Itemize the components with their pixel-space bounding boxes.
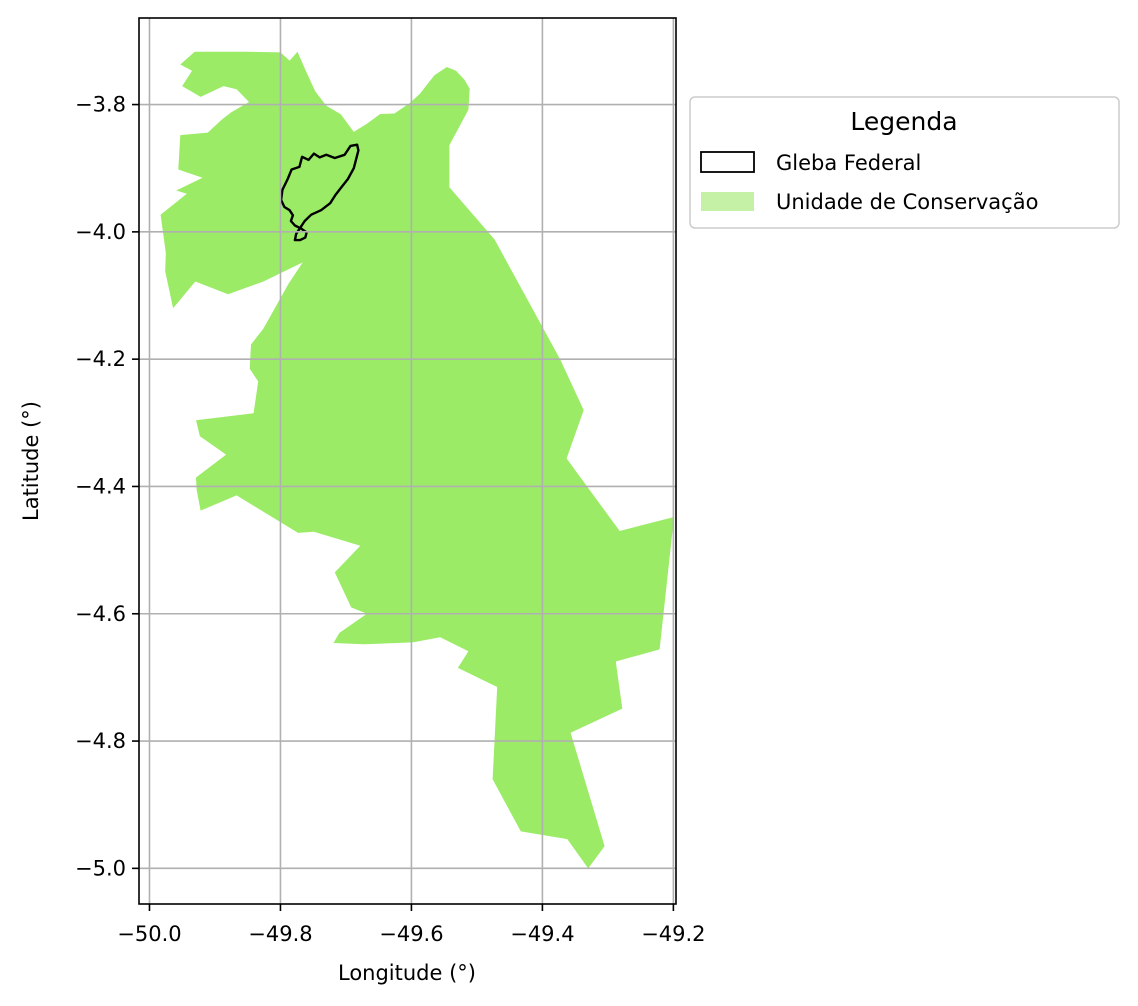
x-tick-label: −50.0 [117, 922, 181, 946]
x-tick-label: −49.6 [379, 922, 443, 946]
x-tick-label: −49.4 [510, 922, 574, 946]
y-tick-label: −4.2 [75, 347, 126, 371]
x-tick-label: −49.8 [248, 922, 312, 946]
y-axis-ticks: −5.0 −4.8 −4.6 −4.4 −4.2 −4.0 −3.8 [75, 93, 139, 880]
legend-title: Legenda [850, 107, 957, 136]
y-tick-label: −5.0 [75, 856, 126, 880]
map-layers [160, 51, 675, 869]
federal-land-outline [279, 143, 360, 242]
plot-frame [138, 17, 677, 905]
x-axis-label: Longitude (°) [338, 961, 476, 985]
y-tick-label: −3.8 [75, 93, 126, 117]
conservation-unit-polygon [160, 51, 675, 869]
x-tick-label: −49.2 [641, 922, 705, 946]
legend-label-unidade-conservacao: Unidade de Conservação [776, 190, 1038, 214]
y-axis-label: Latitude (°) [19, 401, 43, 521]
legend-swatch-unidade-conservacao [701, 192, 754, 211]
y-tick-label: −4.8 [75, 729, 126, 753]
y-tick-label: −4.0 [75, 220, 126, 244]
y-tick-label: −4.4 [75, 474, 126, 498]
x-axis-ticks: −50.0 −49.8 −49.6 −49.4 −49.2 [117, 904, 706, 946]
legend-swatch-gleba-federal [700, 151, 755, 173]
grid-lines [139, 18, 676, 904]
legend-label-gleba-federal: Gleba Federal [776, 151, 921, 175]
y-tick-label: −4.6 [75, 602, 126, 626]
legend-box [689, 96, 1120, 229]
legend: Legenda Gleba Federal Unidade de Conserv… [689, 96, 1120, 229]
